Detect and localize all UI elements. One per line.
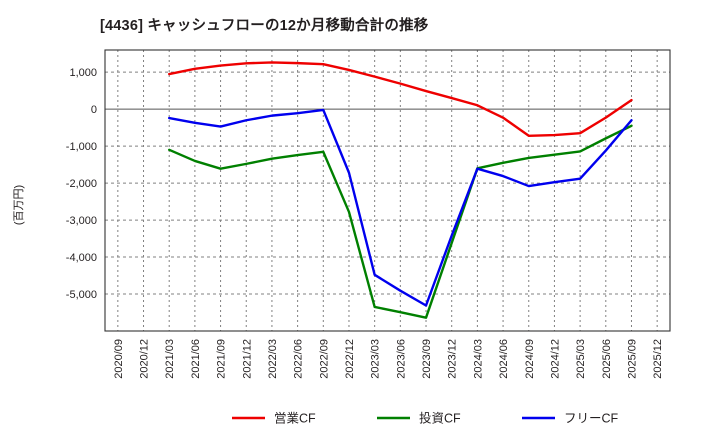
y-axis-tick-label: -1,000 [66,141,97,153]
chart-legend[interactable]: 営業CF 投資CF フリーCF [232,410,619,425]
x-axis-tick-label: 2025/09 [626,339,638,379]
y-axis-tick-label: -2,000 [66,178,97,190]
x-axis-tick-label: 2023/09 [421,339,433,379]
y-axis-title-group: (百万円) [13,185,25,225]
y-axis-tick-label: 0 [91,104,97,116]
legend-label-1[interactable]: 営業CF [274,410,316,425]
grid-lines [105,50,670,331]
x-axis-tick-label: 2025/06 [601,339,613,379]
x-axis-tick-label: 2022/09 [318,339,330,379]
series-line-3 [168,108,633,307]
y-axis-tick-label: -3,000 [66,215,97,227]
axis-frame-group [104,49,671,332]
x-axis-tick-label: 2023/03 [370,339,382,379]
x-axis-tick-label: 2021/09 [216,339,228,379]
series-line-2 [168,124,633,319]
legend-label-3[interactable]: フリーCF [564,411,619,425]
x-axis-tick-label: 2021/03 [164,339,176,379]
series-line-1 [168,61,633,137]
legend-label-2[interactable]: 投資CF [419,410,461,425]
y-axis-tick-label: -5,000 [66,289,97,301]
y-axis-tick-label: 1,000 [69,67,97,79]
y-axis-tick-label: -4,000 [66,252,97,264]
x-axis-tick-label: 2024/09 [524,339,536,379]
x-axis-tick-label: 2022/03 [267,339,279,379]
plot-frame [104,49,671,332]
x-axis-tick-label: 2025/03 [575,339,587,379]
x-axis-tick-label: 2024/12 [549,339,561,379]
x-axis-tick-label: 2021/06 [190,339,202,379]
x-axis-tick-labels: 2020/09 2020/12 2021/03 2021/06 2021/09 2021/… [113,339,664,379]
x-axis-tick-label: 2024/06 [498,339,510,379]
data-series-group [168,61,633,319]
x-axis-tick-label: 2025/12 [652,339,664,379]
page-title: [4436] キャッシュフローの12か月移動合計の推移 [100,18,429,34]
x-axis-tick-label: 2020/09 [113,339,125,379]
x-axis-tick-label: 2024/03 [472,339,484,379]
x-axis-tick-label: 2022/12 [344,339,356,379]
x-axis-tick-label: 2023/12 [447,339,459,379]
x-axis-tick-label: 2021/12 [241,339,253,379]
x-axis-tick-label: 2023/06 [395,339,407,379]
y-axis-title: (百万円) [13,185,25,225]
x-axis-tick-label: 2022/06 [293,339,305,379]
x-axis-tick-label: 2020/12 [139,339,151,379]
y-axis-tick-labels: 1,000 0 -1,000 -2,000 -3,000 -4,000 -5,000 [66,67,97,301]
